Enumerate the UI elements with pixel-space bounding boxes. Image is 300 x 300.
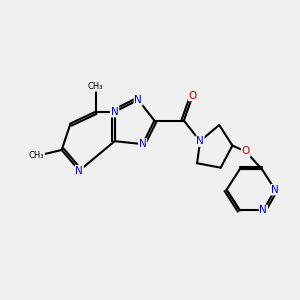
Text: N: N xyxy=(271,185,279,195)
Text: N: N xyxy=(134,95,142,105)
Text: N: N xyxy=(196,136,204,146)
Text: O: O xyxy=(189,91,197,100)
Text: CH₃: CH₃ xyxy=(29,152,44,160)
Text: O: O xyxy=(242,146,250,157)
Text: N: N xyxy=(260,206,267,215)
Text: N: N xyxy=(111,107,119,117)
Text: N: N xyxy=(139,139,146,149)
Text: N: N xyxy=(76,166,83,176)
Text: CH₃: CH₃ xyxy=(88,82,103,91)
